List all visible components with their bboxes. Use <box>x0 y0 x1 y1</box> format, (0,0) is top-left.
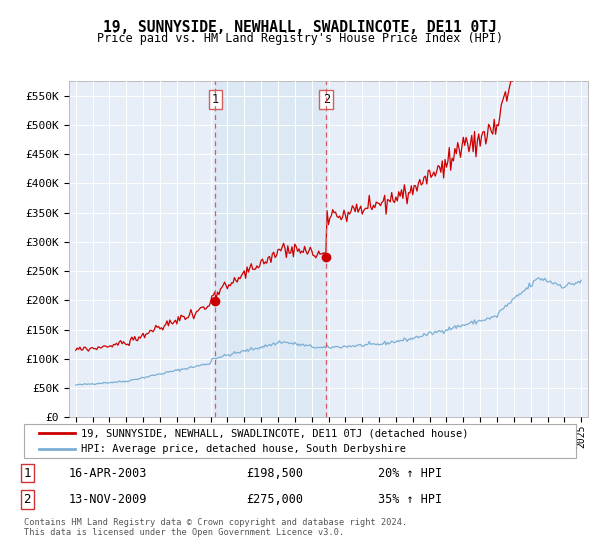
Bar <box>215 81 326 417</box>
Text: 1: 1 <box>23 466 31 480</box>
Text: HPI: Average price, detached house, South Derbyshire: HPI: Average price, detached house, Sout… <box>81 444 406 454</box>
Text: 35% ↑ HPI: 35% ↑ HPI <box>378 493 442 506</box>
Text: 1: 1 <box>212 93 219 106</box>
Text: 19, SUNNYSIDE, NEWHALL, SWADLINCOTE, DE11 0TJ (detached house): 19, SUNNYSIDE, NEWHALL, SWADLINCOTE, DE1… <box>81 428 469 438</box>
Text: £275,000: £275,000 <box>246 493 303 506</box>
Text: 16-APR-2003: 16-APR-2003 <box>69 466 148 480</box>
Text: 19, SUNNYSIDE, NEWHALL, SWADLINCOTE, DE11 0TJ: 19, SUNNYSIDE, NEWHALL, SWADLINCOTE, DE1… <box>103 20 497 35</box>
Text: 20% ↑ HPI: 20% ↑ HPI <box>378 466 442 480</box>
Text: This data is licensed under the Open Government Licence v3.0.: This data is licensed under the Open Gov… <box>24 529 344 538</box>
Text: 2: 2 <box>23 493 31 506</box>
Text: £198,500: £198,500 <box>246 466 303 480</box>
Text: Price paid vs. HM Land Registry's House Price Index (HPI): Price paid vs. HM Land Registry's House … <box>97 32 503 45</box>
Text: 13-NOV-2009: 13-NOV-2009 <box>69 493 148 506</box>
Text: Contains HM Land Registry data © Crown copyright and database right 2024.: Contains HM Land Registry data © Crown c… <box>24 519 407 528</box>
Text: 2: 2 <box>323 93 330 106</box>
